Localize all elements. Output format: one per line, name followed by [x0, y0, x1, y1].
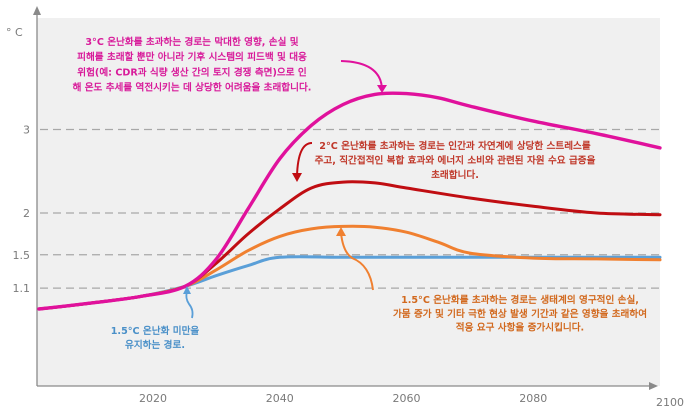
annotation-arrow-2c — [296, 142, 313, 177]
annotation-line: 2°C 온난화를 초과하는 경로는 인간과 자연계에 상당한 스트레스를 — [319, 140, 591, 152]
x-axis-arrowhead — [649, 382, 658, 390]
annotation-1-5c-overshoot: 1.5°C 온난화를 초과하는 경로는 생태계의 영구적인 손실, 가뭄 증가 및… — [393, 294, 647, 334]
series-line-3c — [37, 91, 662, 311]
annotation-arrowhead-2c — [292, 173, 302, 182]
y-axis-arrowhead — [33, 6, 41, 15]
annotation-arrow-below-1-5c — [185, 291, 194, 319]
annotation-line: 피해를 초래할 뿐만 아니라 기후 시스템의 피드백 및 대응 — [77, 51, 307, 63]
y-tick-label: 1.1 — [13, 282, 31, 295]
y-tick-labels: 1.1 1.5 2 3 — [13, 124, 31, 296]
x-tick-label: 2080 — [519, 392, 547, 405]
y-tick-label: 2 — [23, 207, 30, 220]
x-tick-label: 2020 — [139, 392, 167, 405]
x-tick-labels: 2020 2040 2060 2080 2100 — [139, 392, 684, 409]
annotation-2c: 2°C 온난화를 초과하는 경로는 인간과 자연계에 상당한 스트레스를주고, … — [315, 140, 596, 181]
annotation-arrow-3c — [340, 60, 383, 89]
annotation-line: 초래합니다. — [431, 169, 479, 181]
annotation-line: 가뭄 증가 및 기타 극한 현상 발생 기간과 같은 영향을 초래하여 — [393, 308, 647, 320]
annotation-line: 해 온도 추세를 역전시키는 데 상당한 어려움을 초래합니다. — [73, 82, 312, 94]
y-axis-unit-label: ° C — [6, 26, 23, 39]
annotation-line: 1.5°C 온난화를 초과하는 경로는 생태계의 영구적인 손실, — [401, 294, 639, 306]
x-tick-label: 2060 — [393, 392, 421, 405]
annotation-line: 주고, 직간접적인 복합 효과와 에너지 소비와 관련된 자원 수요 급증을 — [315, 155, 596, 167]
annotation-arrow-1-5c-overshoot — [340, 232, 374, 291]
axes — [33, 6, 658, 390]
annotation-arrowhead-below-1-5c — [183, 286, 191, 294]
annotation-line: 유지하는 경로. — [125, 339, 185, 351]
annotation-line: 3°C 온난화를 초과하는 경로는 막대한 영향, 손실 및 — [85, 36, 298, 48]
plot-background — [37, 18, 660, 386]
annotation-arrowhead-1-5c-overshoot — [336, 227, 346, 236]
annotation-line: 적응 요구 사항을 증가시킵니다. — [456, 322, 584, 334]
y-tick-label: 1.5 — [13, 249, 31, 262]
series-lines — [37, 91, 662, 311]
x-tick-label: 2100 — [656, 396, 684, 409]
y-tick-label: 3 — [23, 124, 30, 137]
x-tick-label: 2040 — [266, 392, 294, 405]
annotation-arrowhead-3c — [377, 85, 387, 93]
annotation-line: 위험(예: CDR과 식량 생산 간의 토지 경쟁 측면)으로 인 — [77, 66, 307, 78]
annotation-line: 1.5°C 온난화 미만을 — [111, 325, 200, 337]
